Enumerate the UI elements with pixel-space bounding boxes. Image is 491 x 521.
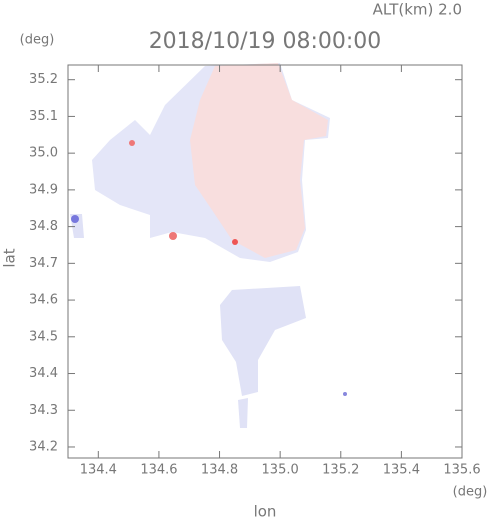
chart-title: 2018/10/19 08:00:00 [149, 29, 382, 54]
y-unit: (deg) [20, 33, 55, 48]
x-tick-label: 135.2 [322, 463, 359, 478]
y-tick-label: 34.2 [29, 439, 58, 454]
field-tail [238, 398, 248, 428]
y-axis-label: lat [1, 248, 19, 267]
y-tick-label: 35.1 [29, 109, 58, 124]
x-tick-label: 134.4 [80, 463, 117, 478]
subtitle: ALT(km) 2.0 [373, 1, 462, 19]
echo-spot [71, 215, 79, 223]
y-tick-label: 35.2 [29, 72, 58, 87]
y-tick-label: 34.3 [29, 403, 58, 418]
x-tick-label: 134.6 [140, 463, 177, 478]
y-tick-label: 34.4 [29, 366, 58, 381]
field-south [220, 286, 306, 396]
echo-spot [129, 140, 135, 146]
x-tick-label: 135.6 [443, 463, 480, 478]
y-tick-label: 34.5 [29, 329, 58, 344]
x-unit: (deg) [453, 485, 488, 500]
x-tick-label: 135.4 [383, 463, 420, 478]
echo-spot [343, 392, 347, 396]
x-tick-label: 135.0 [262, 463, 299, 478]
radar-field [70, 63, 347, 428]
y-tick-label: 34.6 [29, 293, 58, 308]
x-axis-label: lon [254, 503, 277, 521]
echo-spot [232, 239, 238, 245]
y-tick-label: 34.7 [29, 256, 58, 271]
x-tick-label: 134.8 [201, 463, 238, 478]
y-tick-label: 34.8 [29, 219, 58, 234]
y-tick-label: 34.9 [29, 182, 58, 197]
plot-frame [67, 64, 463, 459]
echo-spot [169, 232, 177, 240]
y-tick-label: 35.0 [29, 146, 58, 161]
field-north-warm [190, 63, 328, 258]
